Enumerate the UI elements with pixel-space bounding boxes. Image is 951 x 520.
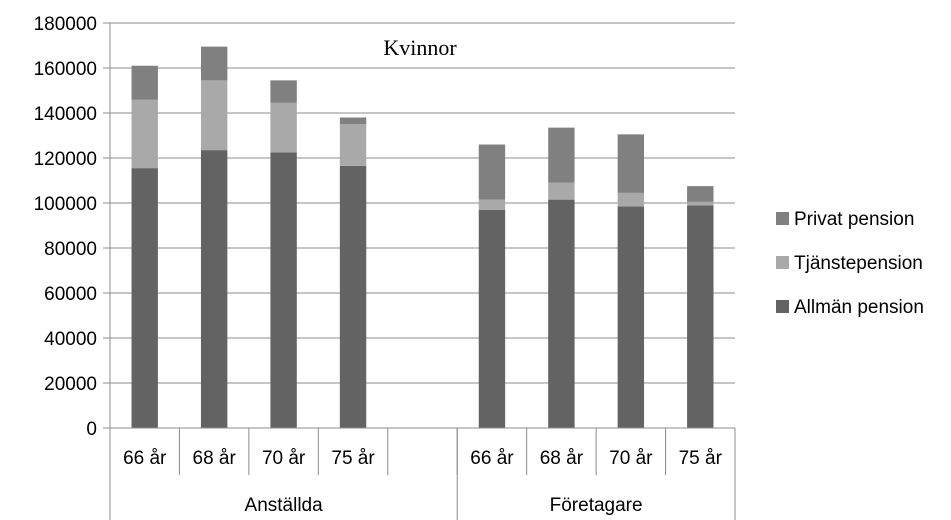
bar-segment-privat-pension xyxy=(270,80,297,103)
axes: 0 20000 40000 60000 80000 100000 120000 140000 1… xyxy=(34,14,736,520)
y-tick-label: 60000 xyxy=(44,284,97,305)
y-tick-label: 100000 xyxy=(34,194,97,215)
bar-segment-tj-nstepension xyxy=(270,102,297,153)
legend-label: Tjänstepension xyxy=(794,253,923,274)
y-tick-label: 160000 xyxy=(34,59,97,80)
bar-segment-privat-pension xyxy=(200,46,228,81)
x-category-label: 66 år xyxy=(470,448,514,469)
bar-segment-allm-n-pension xyxy=(200,150,228,428)
x-category-label: 70 år xyxy=(262,448,306,469)
bar-segment-allm-n-pension xyxy=(131,168,158,428)
y-tick-label: 20000 xyxy=(44,374,97,395)
chart-title: Kvinnor xyxy=(383,35,457,60)
bar-segment-tj-nstepension xyxy=(131,99,158,169)
y-tick-label: 40000 xyxy=(44,329,97,350)
legend-swatch xyxy=(776,212,789,225)
legend-swatch xyxy=(776,300,789,313)
bar-segment-privat-pension xyxy=(687,186,714,202)
bar-segment-tj-nstepension xyxy=(339,124,367,166)
legend-label: Privat pension xyxy=(794,209,914,230)
bar-segment-tj-nstepension xyxy=(200,80,228,151)
bar-segment-allm-n-pension xyxy=(478,209,506,428)
x-category-label: 68 år xyxy=(540,448,584,469)
x-category-label: 70 år xyxy=(609,448,653,469)
x-category-label: 66 år xyxy=(123,448,167,469)
legend-label: Allmän pension xyxy=(794,297,924,318)
x-group-label: Anställda xyxy=(245,495,324,516)
bar-segment-allm-n-pension xyxy=(339,165,367,428)
y-tick-label: 0 xyxy=(86,419,97,440)
bar-segment-tj-nstepension xyxy=(548,182,575,200)
x-category-label: 75 år xyxy=(679,448,723,469)
bar-segment-tj-nstepension xyxy=(687,201,714,206)
bars xyxy=(131,46,714,428)
bar-segment-privat-pension xyxy=(131,65,158,100)
bar-segment-tj-nstepension xyxy=(478,199,506,210)
bar-segment-allm-n-pension xyxy=(548,199,575,428)
bar-segment-privat-pension xyxy=(339,117,367,125)
legend: Privat pension Tjänstepension Allmän pensi… xyxy=(776,209,924,318)
y-tick-label: 140000 xyxy=(34,104,97,125)
bar-segment-privat-pension xyxy=(478,144,506,200)
bar-segment-privat-pension xyxy=(548,127,575,183)
x-category-label: 75 år xyxy=(331,448,375,469)
bar-segment-allm-n-pension xyxy=(617,206,645,428)
y-tick-label: 180000 xyxy=(34,14,97,35)
bar-segment-tj-nstepension xyxy=(617,192,645,207)
bar-segment-allm-n-pension xyxy=(270,152,297,428)
bar-segment-privat-pension xyxy=(617,134,645,193)
x-group-label: Företagare xyxy=(550,495,643,516)
x-category-label: 68 år xyxy=(193,448,237,469)
legend-swatch xyxy=(776,256,789,269)
y-tick-label: 120000 xyxy=(34,149,97,170)
bar-segment-allm-n-pension xyxy=(687,205,714,428)
y-tick-label: 80000 xyxy=(44,239,97,260)
